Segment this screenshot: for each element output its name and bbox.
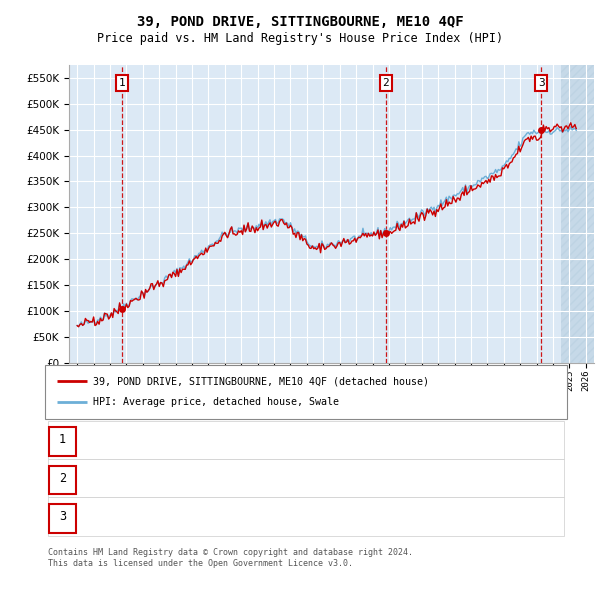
Text: 1: 1 (119, 78, 125, 88)
Text: £450,000: £450,000 (276, 512, 330, 522)
Text: 14-APR-2023: 14-APR-2023 (87, 512, 161, 522)
Bar (561, 65, 594, 363)
Text: 2: 2 (382, 78, 389, 88)
Text: 5% ↓ HPI: 5% ↓ HPI (396, 512, 450, 522)
Text: 6% ↑ HPI: 6% ↑ HPI (396, 435, 450, 445)
Text: £250,000: £250,000 (276, 473, 330, 483)
Text: 39, POND DRIVE, SITTINGBOURNE, ME10 4QF: 39, POND DRIVE, SITTINGBOURNE, ME10 4QF (137, 15, 463, 29)
Text: 1: 1 (59, 433, 66, 447)
Text: 25-OCT-2013: 25-OCT-2013 (87, 473, 161, 483)
Text: £103,500: £103,500 (276, 435, 330, 445)
Text: 26-SEP-1997: 26-SEP-1997 (87, 435, 161, 445)
Text: 6% ↓ HPI: 6% ↓ HPI (396, 473, 450, 483)
Text: 3: 3 (59, 510, 66, 523)
Text: 2: 2 (59, 471, 66, 485)
Text: Contains HM Land Registry data © Crown copyright and database right 2024.: Contains HM Land Registry data © Crown c… (48, 548, 413, 557)
Text: Price paid vs. HM Land Registry's House Price Index (HPI): Price paid vs. HM Land Registry's House … (97, 32, 503, 45)
Text: HPI: Average price, detached house, Swale: HPI: Average price, detached house, Swal… (93, 398, 339, 408)
Text: This data is licensed under the Open Government Licence v3.0.: This data is licensed under the Open Gov… (48, 559, 353, 568)
Text: 3: 3 (538, 78, 545, 88)
Text: 39, POND DRIVE, SITTINGBOURNE, ME10 4QF (detached house): 39, POND DRIVE, SITTINGBOURNE, ME10 4QF … (93, 376, 429, 386)
